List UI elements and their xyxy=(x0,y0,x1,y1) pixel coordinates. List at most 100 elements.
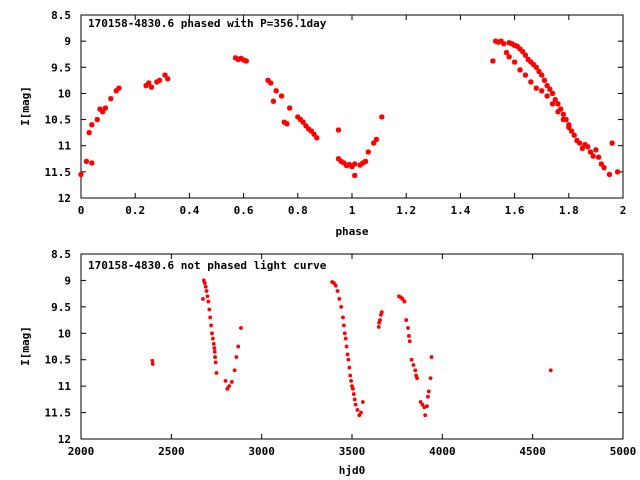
data-point xyxy=(379,114,385,120)
data-point xyxy=(94,116,100,123)
data-point xyxy=(223,378,228,383)
data-point xyxy=(207,307,212,312)
unphased-axis-ticks: 2000 2500 3000 3500 4000 4500 5000 8.5 9 9.5 10 10.… xyxy=(45,248,637,458)
data-point xyxy=(204,289,209,293)
data-point xyxy=(501,41,507,47)
data-point xyxy=(541,77,548,83)
unphased-x-tick-label: 3500 xyxy=(339,445,366,458)
data-point xyxy=(428,376,433,381)
data-point xyxy=(202,281,207,285)
data-point xyxy=(314,135,320,141)
unphased-x-tick-label: 4000 xyxy=(429,445,456,458)
data-point xyxy=(407,339,412,344)
data-point xyxy=(339,304,344,309)
data-point xyxy=(353,402,358,407)
data-point xyxy=(365,149,371,155)
data-point xyxy=(350,386,355,391)
unphased-light-curve-panel: 170158-4830.6 not phased light curve hjd… xyxy=(19,248,636,477)
data-point xyxy=(425,404,429,409)
data-point xyxy=(585,144,591,150)
data-point xyxy=(206,299,211,304)
data-point xyxy=(205,294,210,299)
phased-y-tick-label: 9 xyxy=(64,35,71,48)
data-point xyxy=(341,323,346,328)
data-point xyxy=(89,122,95,128)
data-point xyxy=(150,358,155,363)
data-point xyxy=(558,106,564,112)
data-point xyxy=(409,357,414,362)
data-point xyxy=(568,128,575,134)
data-point xyxy=(404,318,409,322)
data-point xyxy=(415,376,419,381)
unphased-y-tick-label: 10.5 xyxy=(45,354,72,367)
data-point xyxy=(614,169,621,175)
data-point xyxy=(544,93,550,99)
phased-x-tick-label: 2 xyxy=(620,204,627,217)
phased-axis-ticks: 0 0.2 0.4 0.6 0.8 1 1.2 1.4 1.6 1.8 2 8.5 9 9.5 10 10.5… xyxy=(45,9,627,217)
unphased-y-tick-label: 11 xyxy=(58,380,72,393)
unphased-x-axis-label: hjd0 xyxy=(339,464,366,477)
data-point xyxy=(548,368,553,373)
data-point xyxy=(308,128,314,134)
data-point xyxy=(512,59,518,65)
data-point xyxy=(344,344,349,349)
data-point xyxy=(116,85,122,91)
data-point xyxy=(503,50,510,56)
unphased-x-tick-label: 4500 xyxy=(519,445,546,458)
data-point xyxy=(333,283,338,288)
data-point xyxy=(306,126,312,132)
data-point xyxy=(587,149,594,155)
data-point xyxy=(236,344,241,349)
phased-x-tick-label: 0.2 xyxy=(125,204,145,217)
data-point xyxy=(402,299,407,304)
data-point xyxy=(148,84,155,90)
data-point xyxy=(533,64,539,70)
data-point xyxy=(210,331,214,336)
data-point xyxy=(429,355,434,359)
phased-y-tick-label: 11.5 xyxy=(45,166,72,179)
data-point xyxy=(343,336,348,341)
data-point xyxy=(351,392,356,396)
unphased-y-tick-label: 8.5 xyxy=(51,248,71,261)
data-point xyxy=(544,82,550,89)
unphased-y-axis-label: I[mag] xyxy=(19,326,32,366)
data-point xyxy=(209,323,213,328)
data-point xyxy=(213,355,217,359)
phased-y-tick-label: 12 xyxy=(58,192,71,205)
data-point xyxy=(268,80,274,86)
data-point xyxy=(601,165,607,171)
unphased-x-tick-label: 2000 xyxy=(68,445,95,458)
data-point xyxy=(528,59,534,65)
data-point xyxy=(596,154,602,160)
data-point xyxy=(609,140,615,146)
data-point xyxy=(335,289,340,293)
data-point xyxy=(213,360,218,365)
data-point xyxy=(360,400,365,404)
data-point xyxy=(552,97,558,103)
data-point xyxy=(341,315,345,320)
data-point xyxy=(606,171,613,178)
data-point xyxy=(522,72,529,78)
unphased-y-tick-label: 9.5 xyxy=(51,301,71,314)
data-point xyxy=(349,378,354,383)
data-point xyxy=(201,297,205,301)
data-point xyxy=(593,147,599,153)
phased-x-tick-label: 1 xyxy=(349,204,356,217)
data-point xyxy=(212,346,217,351)
data-point xyxy=(337,297,342,301)
unphased-chart-title: 170158-4830.6 not phased light curve xyxy=(88,259,327,272)
data-point xyxy=(234,355,239,359)
data-point xyxy=(490,58,496,64)
data-point xyxy=(549,101,556,107)
data-point xyxy=(355,408,360,412)
data-point xyxy=(86,130,92,136)
unphased-y-tick-label: 12 xyxy=(58,433,71,446)
data-point xyxy=(555,101,561,107)
phased-x-tick-label: 1.8 xyxy=(559,204,579,217)
data-point xyxy=(238,326,243,330)
data-point xyxy=(560,111,566,117)
data-point xyxy=(348,373,353,378)
data-point xyxy=(335,127,342,133)
data-point xyxy=(522,52,529,58)
phased-x-tick-label: 0.4 xyxy=(179,204,199,217)
